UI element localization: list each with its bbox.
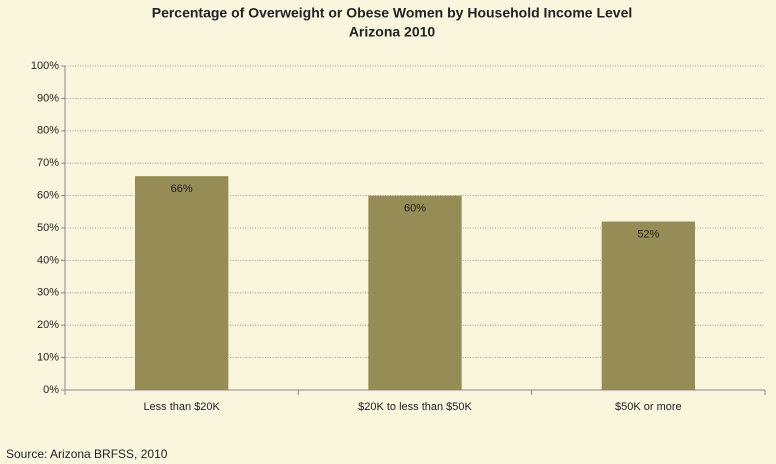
x-tick-label: Less than $20K xyxy=(143,401,220,413)
x-tick-label: $50K or more xyxy=(615,401,682,413)
chart-title: Percentage of Overweight or Obese Women … xyxy=(152,5,633,21)
y-tick-label: 10% xyxy=(37,352,59,364)
y-tick-label: 70% xyxy=(37,157,59,169)
source-note: Source: Arizona BRFSS, 2010 xyxy=(6,447,168,461)
y-tick-label: 80% xyxy=(37,125,59,137)
chart-subtitle: Arizona 2010 xyxy=(349,24,436,40)
y-tick-label: 90% xyxy=(37,92,59,104)
data-label: 60% xyxy=(404,203,426,215)
data-label: 66% xyxy=(171,183,193,195)
y-tick-label: 40% xyxy=(37,254,59,266)
data-label: 52% xyxy=(637,228,659,240)
x-tick-label: $20K to less than $50K xyxy=(358,401,472,413)
bar xyxy=(135,176,229,390)
y-tick-label: 30% xyxy=(37,287,59,299)
y-tick-label: 50% xyxy=(37,222,59,234)
y-tick-label: 100% xyxy=(31,60,59,72)
y-tick-label: 20% xyxy=(37,319,59,331)
bar xyxy=(368,195,462,390)
y-tick-label: 0% xyxy=(43,384,59,396)
bar xyxy=(601,221,695,390)
y-tick-label: 60% xyxy=(37,190,59,202)
